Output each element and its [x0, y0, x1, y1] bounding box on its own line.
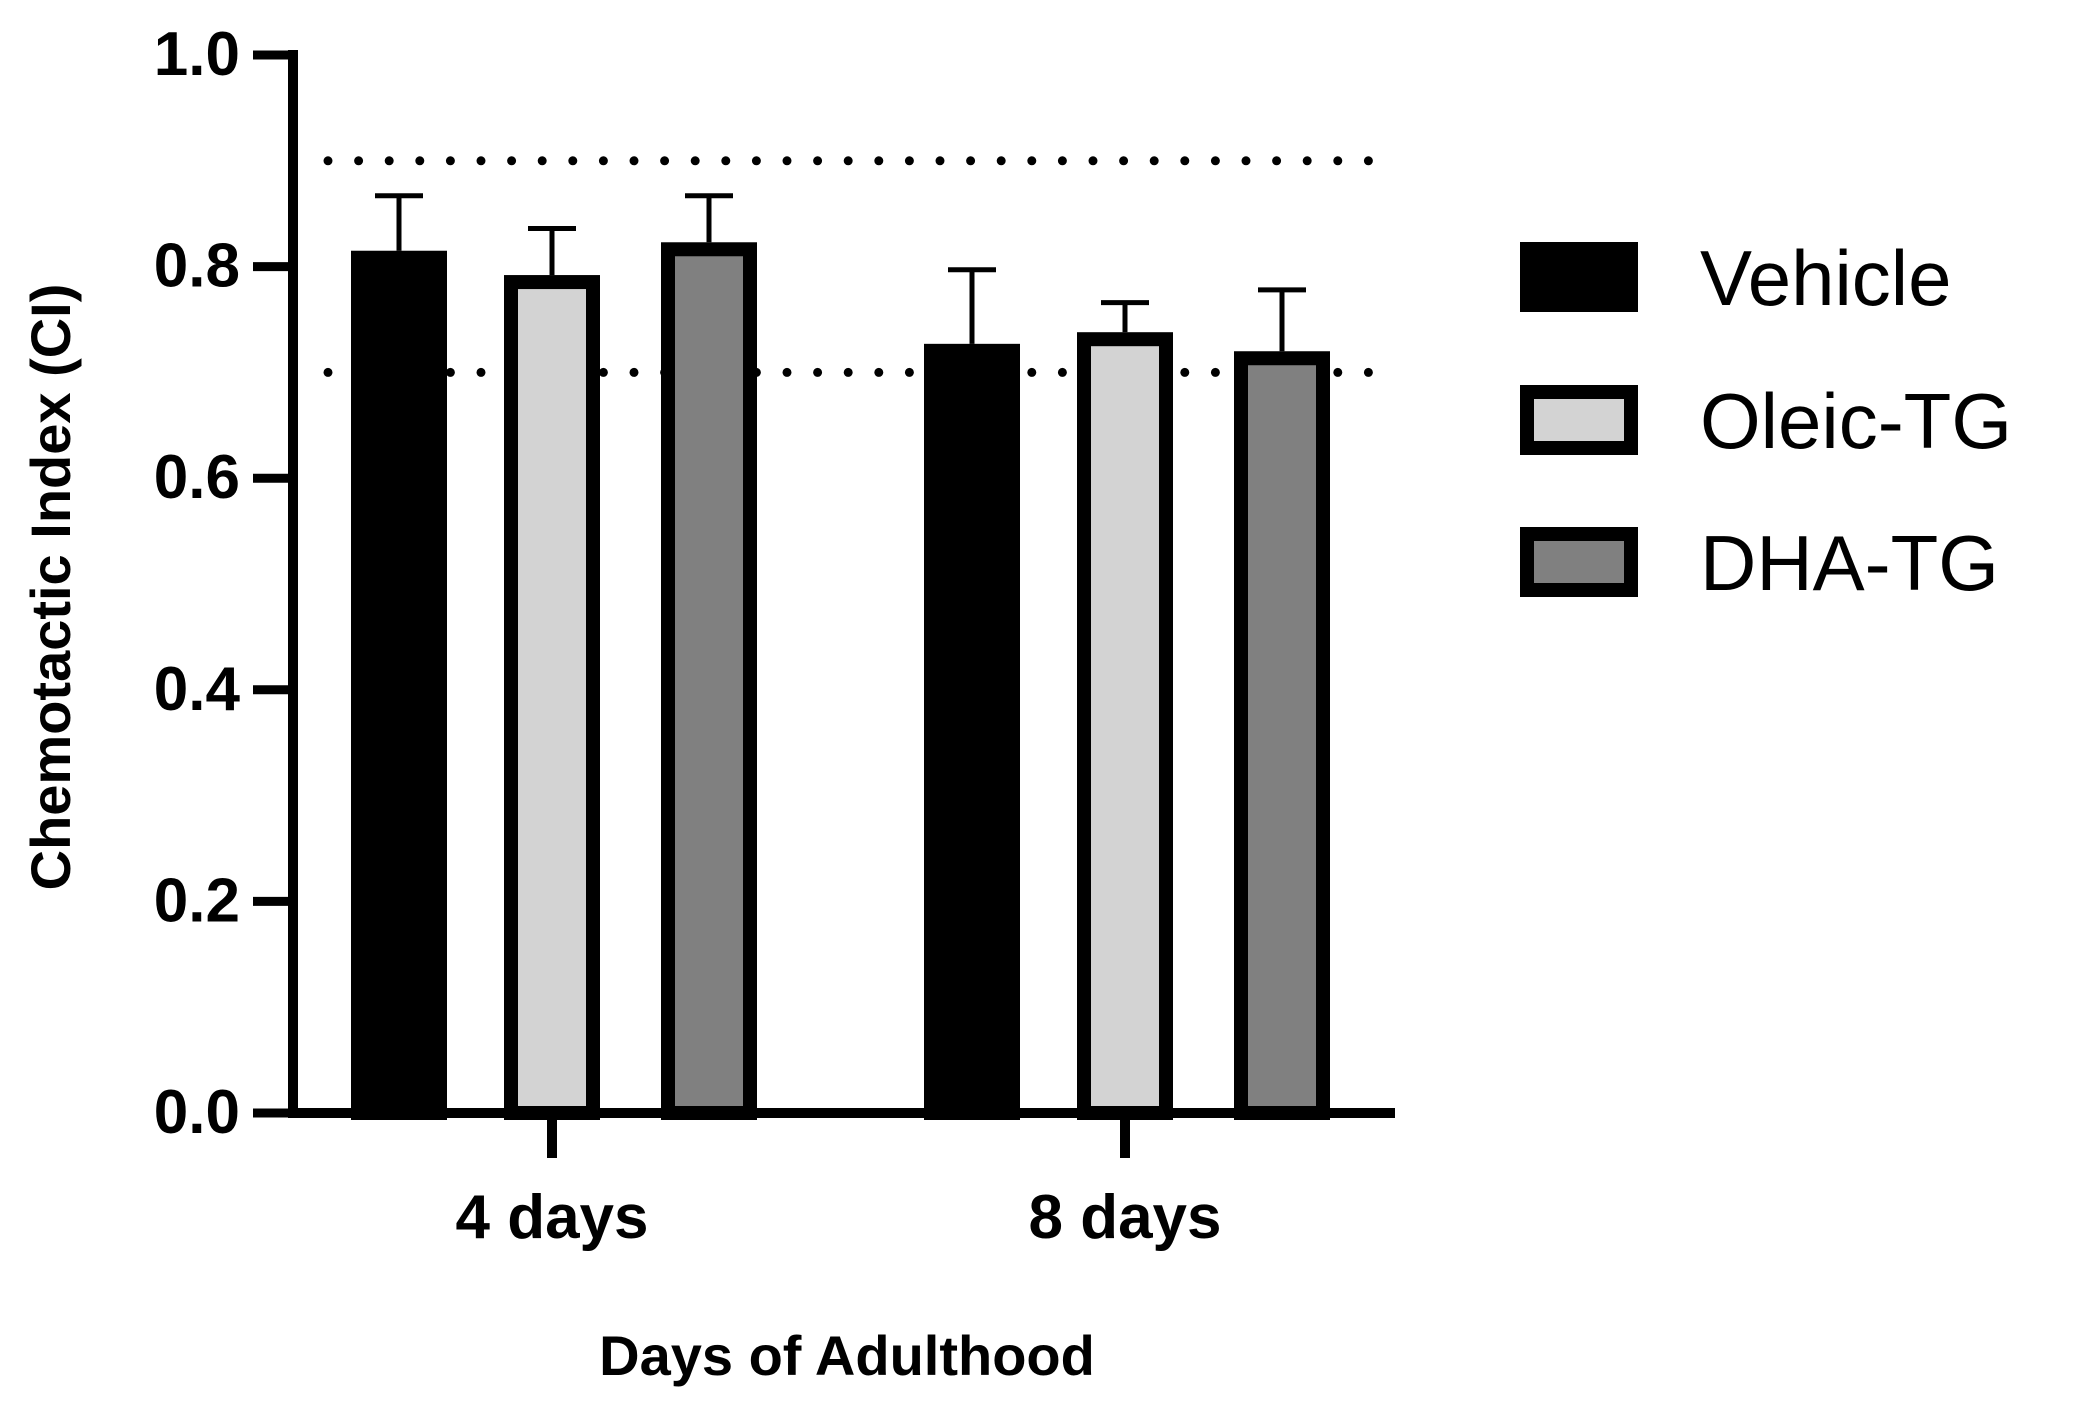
- legend-swatch-oleic-tg: [1520, 385, 1638, 455]
- bar-oleic-tg-8-days: [1077, 332, 1173, 1121]
- legend-label-oleic-tg: Oleic-TG: [1700, 377, 2012, 465]
- y-tick-label-4: 0.8: [154, 232, 240, 301]
- y-tick-label-2: 0.4: [154, 655, 241, 724]
- legend-label-vehicle: Vehicle: [1700, 234, 1952, 322]
- bar-dha-tg-4-days: [661, 242, 757, 1121]
- legend-label-dha-tg: DHA-TG: [1700, 519, 1999, 607]
- x-tick-label-0: 4 days: [455, 1183, 648, 1252]
- x-axis-label: Days of Adulthood: [599, 1324, 1095, 1387]
- y-tick-label-1: 0.2: [154, 866, 240, 935]
- y-axis-label: Chemotactic Index (CI): [19, 284, 82, 891]
- bar-vehicle-4-days: [351, 250, 447, 1121]
- legend-swatch-vehicle: [1520, 242, 1638, 312]
- y-tick-label-5: 1.0: [154, 20, 240, 89]
- bar-dha-tg-8-days: [1234, 351, 1330, 1120]
- axes: 0.0 0.2 0.4 0.6 0.8 1.0 4 days 8 days: [154, 20, 1395, 1252]
- bar-vehicle-8-days: [924, 343, 1020, 1121]
- y-tick-label-3: 0.6: [154, 443, 240, 512]
- legend-swatch-dha-tg: [1520, 527, 1638, 597]
- bars: [351, 193, 1330, 1121]
- y-tick-label-0: 0.0: [154, 1078, 240, 1147]
- x-tick-label-1: 8 days: [1028, 1183, 1221, 1252]
- reference-lines: [323, 156, 1395, 377]
- bar-oleic-tg-4-days: [504, 275, 600, 1120]
- legend: Vehicle Oleic-TG DHA-TG: [1520, 234, 2012, 607]
